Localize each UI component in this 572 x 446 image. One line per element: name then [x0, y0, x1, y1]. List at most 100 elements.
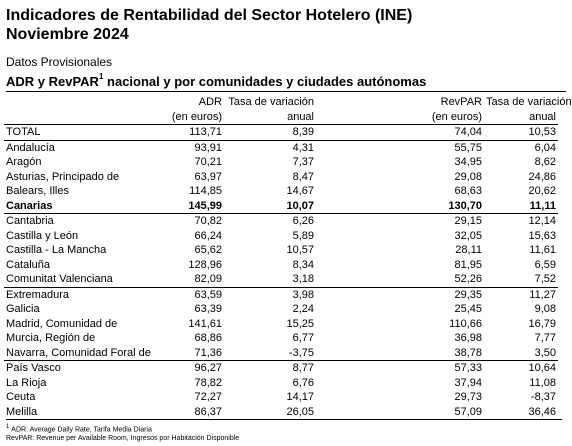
adr-value: 63,97 [194, 170, 222, 183]
table-row: País Vasco 96,27 8,77 57,33 10,64 [4, 360, 558, 376]
revpar-variation: 11,61 [529, 244, 556, 257]
revpar-value: 81,95 [454, 258, 482, 271]
spacer-cell [316, 125, 400, 141]
revpar-variation: 6,04 [484, 139, 558, 155]
adr-variation: 15,25 [286, 317, 314, 330]
heading-footnote-ref: 1 [98, 72, 104, 81]
spacer-cell [316, 331, 400, 346]
adr-variation: 6,26 [224, 213, 316, 229]
adr-variation: -3,75 [288, 346, 314, 359]
spacer-cell [316, 317, 400, 332]
title-line-1: Indicadores de Rentabilidad del Sector H… [6, 7, 413, 24]
revpar-variation: 3,50 [534, 346, 556, 359]
revpar-value: 28,11 [455, 244, 482, 257]
adr-variation: 10,07 [286, 199, 314, 212]
adr-value: 63,59 [146, 286, 224, 302]
revpar-value: 29,35 [400, 286, 484, 302]
table-row: Galicia 63,39 2,24 25,45 9,08 [4, 302, 558, 317]
spacer-cell [316, 229, 400, 244]
adr-variation: 6,76 [292, 376, 314, 389]
region-name: TOTAL [6, 126, 41, 139]
header-empty-4 [316, 109, 400, 125]
revpar-variation: 16,79 [528, 317, 556, 330]
adr-variation: 8,47 [292, 170, 314, 183]
header-revpar-var-sub: anual [484, 109, 558, 125]
revpar-value: 57,09 [454, 405, 482, 418]
footnote-marker: 1 [6, 424, 10, 430]
revpar-value: 36,98 [454, 332, 482, 345]
revpar-value: 29,08 [454, 170, 482, 183]
revpar-variation: 10,53 [528, 126, 556, 139]
footnote-adr: 1 ADR: Average Daily Rate, Tarifa Media … [6, 423, 152, 434]
adr-value: 70,82 [146, 213, 224, 229]
region-name: Murcia, Región de [6, 332, 96, 345]
adr-variation: 26,05 [286, 405, 314, 418]
revpar-value: 34,95 [454, 156, 482, 169]
revpar-variation: 11,11 [529, 199, 556, 212]
revpar-value: 55,75 [400, 139, 484, 155]
revpar-variation: 24,86 [528, 170, 556, 183]
indicators-table: ADR Tasa de variación RevPAR Tasa de var… [4, 95, 572, 420]
region-name: Ceuta [6, 391, 36, 404]
spacer-cell [316, 405, 400, 420]
adr-value: 86,37 [194, 405, 222, 418]
adr-value: 96,27 [146, 360, 224, 376]
region-name: Navarra, Comunidad Foral de [6, 346, 151, 359]
spacer-cell [316, 302, 400, 317]
adr-variation: 8,39 [292, 126, 314, 139]
spacer-cell [316, 213, 400, 229]
header-empty-2 [316, 95, 400, 110]
heading-rule [6, 91, 566, 92]
adr-variation: 7,37 [292, 156, 314, 169]
table-heading: ADR y RevPAR1 nacional y por comunidades… [6, 72, 426, 90]
adr-value: 70,21 [194, 156, 222, 169]
revpar-value: 29,15 [400, 213, 484, 229]
adr-variation: 5,89 [292, 229, 314, 242]
spacer-cell [316, 376, 400, 391]
region-name: La Rioja [6, 376, 47, 389]
adr-value: 82,09 [194, 273, 222, 286]
revpar-value: 74,04 [454, 126, 482, 139]
region-name: Aragón [6, 156, 42, 169]
revpar-variation: 15,63 [528, 229, 556, 242]
region-name: Cantabria [4, 213, 146, 229]
header-adr-var-sub: anual [224, 109, 316, 125]
revpar-variation: 36,46 [528, 405, 556, 418]
adr-value: 68,86 [194, 332, 222, 345]
region-name: Cataluña [6, 258, 51, 271]
adr-value: 63,39 [194, 303, 222, 316]
revpar-variation: 11,27 [484, 286, 558, 302]
heading-main: ADR y RevPAR [6, 74, 99, 89]
adr-variation: 14,17 [286, 391, 314, 404]
revpar-value: 25,45 [454, 303, 482, 316]
revpar-variation: 10,64 [484, 360, 558, 376]
table-row: Comunitat Valenciana 82,09 3,18 52,26 7,52 [4, 272, 558, 287]
adr-value: 71,36 [194, 346, 222, 359]
adr-value: 113,71 [189, 126, 222, 139]
revpar-variation: 12,14 [484, 213, 558, 229]
adr-value: 65,62 [194, 244, 222, 257]
revpar-variation: 9,08 [534, 303, 556, 316]
revpar-variation: 8,62 [534, 156, 556, 169]
spacer-cell [316, 184, 400, 199]
table-row: TOTAL 113,71 8,39 74,04 10,53 [4, 125, 558, 141]
header-row-1: ADR Tasa de variación RevPAR Tasa de var… [4, 95, 572, 110]
table-row: Cantabria 70,82 6,26 29,15 12,14 [4, 213, 558, 229]
header-revpar-unit: (en euros) [400, 109, 484, 125]
spacer-cell [316, 170, 400, 185]
header-revpar: RevPAR [440, 96, 482, 109]
footnote-revpar: RevPAR: Revenue per Available Room, Ingr… [6, 435, 240, 442]
page-title: Indicadores de Rentabilidad del Sector H… [6, 6, 412, 44]
table-row: Melilla 86,37 26,05 57,09 36,46 [4, 405, 558, 420]
region-name: Extremadura [4, 286, 146, 302]
adr-variation: 6,77 [292, 332, 314, 345]
adr-value: 78,82 [194, 376, 222, 389]
adr-variation: 3,98 [224, 286, 316, 302]
adr-variation: 4,31 [224, 139, 316, 155]
adr-variation: 10,57 [286, 244, 314, 257]
adr-variation: 8,77 [224, 360, 316, 376]
spacer-cell [316, 199, 400, 214]
table-row: Castilla - La Mancha 65,62 10,57 28,11 11,61 [4, 243, 558, 258]
revpar-value: 29,73 [454, 391, 482, 404]
revpar-value: 57,33 [400, 360, 484, 376]
